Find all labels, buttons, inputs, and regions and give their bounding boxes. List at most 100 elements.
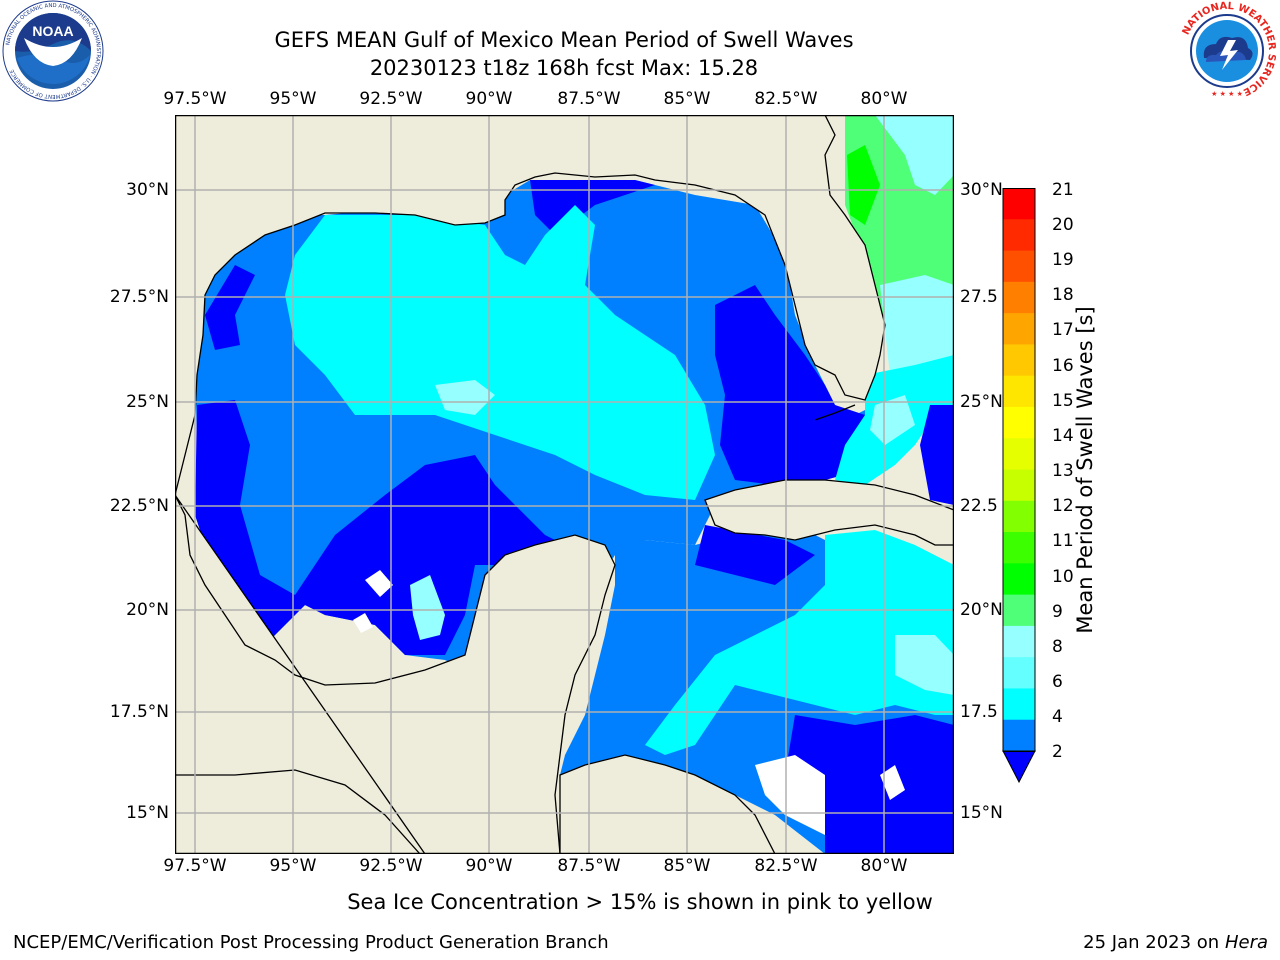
lon-tick-top: 90°W	[465, 89, 513, 109]
colorbar-segment	[1003, 719, 1035, 752]
footer-host: Hera	[1224, 932, 1268, 953]
footer-date: 25 Jan 2023 on	[1083, 932, 1225, 953]
lat-tick-right: 22.5	[960, 496, 998, 516]
gulf-deep-west	[195, 400, 565, 655]
lon-tick-bottom: 95°W	[269, 856, 317, 876]
colorbar-tick: 16	[1052, 356, 1074, 376]
colorbar	[1002, 188, 1036, 784]
caribbean-nodata	[755, 755, 825, 835]
map-title: GEFS MEAN Gulf of Mexico Mean Period of …	[274, 28, 854, 52]
colorbar-tick: 13	[1052, 461, 1074, 481]
colorbar-segment	[1003, 688, 1035, 721]
colorbar-segment	[1003, 250, 1035, 283]
gulf-map	[175, 115, 954, 854]
bahamas-deep	[920, 405, 954, 505]
footer-date-wrap: 25 Jan 2023 on Hera	[1083, 932, 1268, 953]
lat-tick-left: 22.5°N	[109, 496, 169, 516]
central-america	[559, 754, 776, 854]
lon-tick-bottom: 92.5°W	[359, 856, 423, 876]
gulf-deep-nw	[205, 265, 255, 350]
colorbar-tick: 2	[1052, 742, 1063, 762]
colorbar-segment	[1003, 219, 1035, 252]
colorbar-segment	[1003, 344, 1035, 377]
lon-tick-top: 87.5°W	[557, 89, 621, 109]
colorbar-segment	[1003, 563, 1035, 596]
colorbar-tick: 18	[1052, 285, 1074, 305]
footer-credit: NCEP/EMC/Verification Post Processing Pr…	[13, 932, 609, 953]
lon-tick-bottom: 87.5°W	[557, 856, 621, 876]
svg-text:★ ★ ★ ★: ★ ★ ★ ★	[1211, 90, 1243, 98]
lon-tick-top: 80°W	[860, 89, 908, 109]
florida-keys	[814, 404, 856, 421]
mexico-yucatan	[175, 494, 616, 854]
colorbar-segment	[1003, 500, 1035, 533]
colorbar-segment	[1003, 375, 1035, 408]
nws-logo: NATIONAL WEATHER SERVICE ★ ★ ★ ★	[1176, 0, 1278, 102]
lat-tick-right: 27.5	[960, 287, 998, 307]
colorbar-segment	[1003, 532, 1035, 564]
lon-tick-top: 95°W	[269, 89, 317, 109]
colorbar-tick: 12	[1052, 496, 1074, 516]
colorbar-segment	[1003, 594, 1035, 627]
colorbar-tick: 8	[1052, 637, 1063, 657]
lat-tick-left: 25°N	[126, 392, 169, 412]
lat-tick-right: 25°N	[960, 392, 1003, 412]
noaa-logo: NOAA NATIONAL OCEANIC AND ATMOSPHERIC AD…	[2, 0, 104, 102]
gulf-nodata-patch	[353, 613, 373, 633]
lat-tick-right: 30°N	[960, 180, 1003, 200]
lon-tick-bottom: 85°W	[663, 856, 711, 876]
colorbar-tick: 14	[1052, 426, 1074, 446]
atlantic-light-cyan	[875, 115, 954, 195]
colorbar-segment	[1003, 281, 1035, 314]
colorbar-tick: 4	[1052, 707, 1063, 727]
lat-tick-right: 17.5	[960, 702, 998, 722]
lat-tick-left: 27.5°N	[109, 287, 169, 307]
lon-tick-bottom: 97.5°W	[163, 856, 227, 876]
lon-tick-bottom: 90°W	[465, 856, 513, 876]
us-gulf-coast	[175, 115, 886, 496]
colorbar-segment	[1003, 188, 1035, 220]
colorbar-segment	[1003, 406, 1035, 439]
lat-tick-left: 20°N	[126, 600, 169, 620]
gulf-light-cyan-south	[410, 575, 445, 640]
lon-tick-bottom: 82.5°W	[754, 856, 818, 876]
colorbar-segment	[1003, 625, 1035, 658]
map-frame	[175, 115, 954, 854]
colorbar-tick: 11	[1052, 531, 1074, 551]
lat-tick-right: 15°N	[960, 803, 1003, 823]
colorbar-label: Mean Period of Swell Waves [s]	[1073, 306, 1097, 634]
colorbar-segment	[1003, 438, 1035, 471]
caribbean-deep-south	[785, 715, 954, 854]
gulf-cyan-swath	[285, 205, 715, 500]
gulf-deep-east	[715, 285, 880, 485]
colorbar-segment	[1003, 657, 1035, 690]
lat-tick-left: 17.5°N	[109, 702, 169, 722]
map-grid	[175, 115, 954, 854]
gulf-light-cyan	[435, 380, 495, 415]
gulf-nodata-patch	[365, 570, 393, 597]
cuba	[704, 479, 954, 546]
colorbar-tick: 17	[1052, 320, 1074, 340]
colorbar-tick: 9	[1052, 602, 1063, 622]
map-subtitle: 20230123 t18z 168h fcst Max: 15.28	[369, 56, 759, 80]
lon-tick-top: 92.5°W	[359, 89, 423, 109]
lon-tick-top: 82.5°W	[754, 89, 818, 109]
colorbar-segment	[1003, 313, 1035, 345]
colorbar-tick: 21	[1052, 180, 1074, 200]
noaa-logo-text: NOAA	[32, 23, 73, 39]
lat-tick-right: 20°N	[960, 600, 1003, 620]
lon-tick-top: 85°W	[663, 89, 711, 109]
lat-tick-left: 30°N	[126, 180, 169, 200]
bahamas-light-cyan	[870, 395, 915, 445]
colorbar-tick: 10	[1052, 567, 1074, 587]
colorbar-tick: 15	[1052, 391, 1074, 411]
sea-ice-note: Sea Ice Concentration > 15% is shown in …	[347, 890, 933, 914]
lat-tick-left: 15°N	[126, 803, 169, 823]
lon-tick-bottom: 80°W	[860, 856, 908, 876]
caribbean-light-cyan	[895, 635, 954, 695]
caribbean-nodata	[880, 765, 905, 800]
atlantic-green	[847, 145, 880, 225]
colorbar-tick: 20	[1052, 215, 1074, 235]
caribbean-deep-north	[695, 525, 815, 585]
lon-tick-top: 97.5°W	[163, 89, 227, 109]
